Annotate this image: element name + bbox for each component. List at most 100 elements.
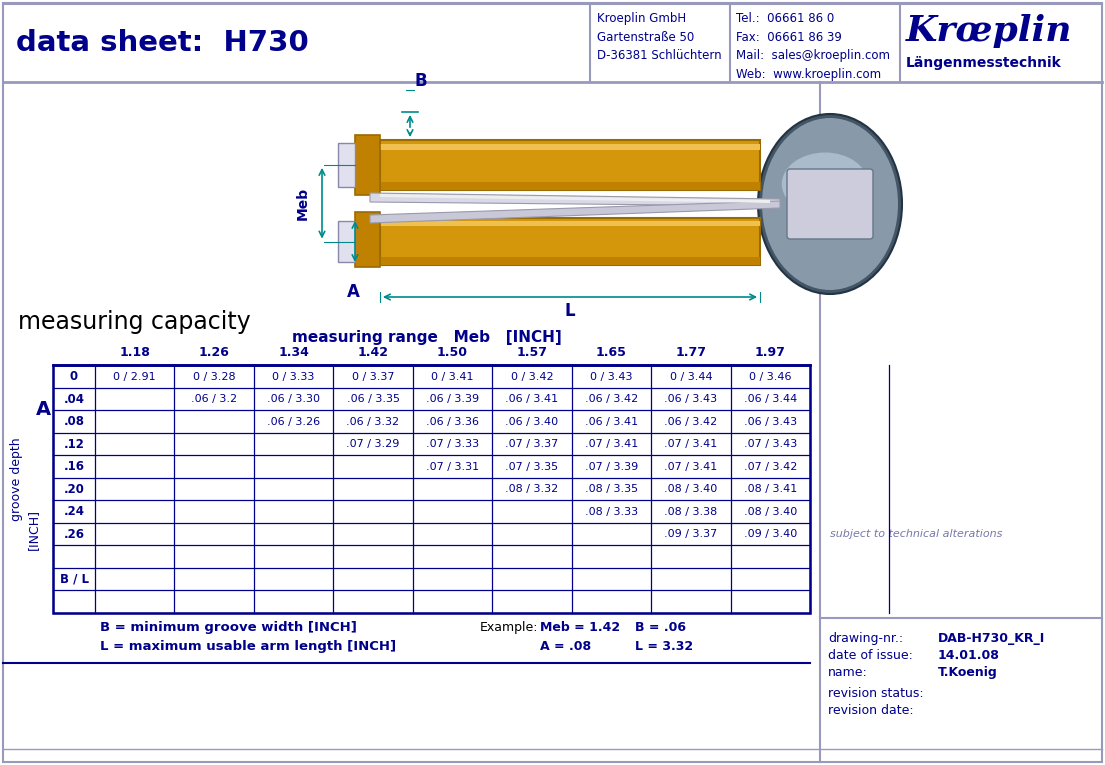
Text: .06 / 3.43: .06 / 3.43	[664, 394, 717, 404]
Text: L = 3.32: L = 3.32	[635, 640, 693, 653]
Text: .06 / 3.41: .06 / 3.41	[585, 416, 638, 427]
Text: .08 / 3.35: .08 / 3.35	[585, 484, 638, 494]
Text: .07 / 3.43: .07 / 3.43	[744, 439, 797, 449]
Text: [INCH]: [INCH]	[27, 509, 40, 549]
Text: .06 / 3.43: .06 / 3.43	[744, 416, 797, 427]
Text: .26: .26	[63, 528, 84, 541]
Text: T.Koenig: T.Koenig	[938, 666, 998, 679]
Text: .06 / 3.30: .06 / 3.30	[267, 394, 320, 404]
Text: name:: name:	[828, 666, 867, 679]
Text: .20: .20	[64, 483, 84, 496]
Polygon shape	[370, 193, 780, 206]
Text: 14.01.08: 14.01.08	[938, 649, 1000, 662]
Text: 1.57: 1.57	[516, 346, 547, 359]
Text: Längenmesstechnik: Längenmesstechnik	[906, 56, 1062, 70]
Ellipse shape	[782, 152, 869, 216]
Text: 0 / 3.46: 0 / 3.46	[749, 372, 791, 382]
Text: .08 / 3.32: .08 / 3.32	[505, 484, 558, 494]
Text: subject to technical alterations: subject to technical alterations	[830, 529, 1002, 539]
Text: .07 / 3.42: .07 / 3.42	[744, 461, 797, 471]
Text: .08 / 3.41: .08 / 3.41	[744, 484, 797, 494]
Text: 1.42: 1.42	[358, 346, 389, 359]
Text: drawing-nr.:: drawing-nr.:	[828, 632, 903, 645]
Text: Krœplin: Krœplin	[906, 14, 1073, 48]
Text: measuring capacity: measuring capacity	[18, 310, 251, 334]
Text: 0 / 2.91: 0 / 2.91	[114, 372, 156, 382]
Bar	[380, 221, 760, 226]
Text: 0 / 3.33: 0 / 3.33	[273, 372, 315, 382]
Text: .06 / 3.42: .06 / 3.42	[664, 416, 717, 427]
Text: 0 / 3.43: 0 / 3.43	[590, 372, 633, 382]
Text: B = minimum groove width [INCH]: B = minimum groove width [INCH]	[99, 620, 357, 633]
Text: .06 / 3.42: .06 / 3.42	[585, 394, 638, 404]
Bar	[380, 257, 760, 265]
Text: 1.65: 1.65	[596, 346, 627, 359]
Text: B = .06: B = .06	[635, 620, 686, 633]
Text: L = maximum usable arm length [INCH]: L = maximum usable arm length [INCH]	[99, 640, 396, 653]
Text: 0 / 3.28: 0 / 3.28	[193, 372, 235, 382]
Text: .07 / 3.31: .07 / 3.31	[425, 461, 480, 471]
Text: .07 / 3.41: .07 / 3.41	[585, 439, 638, 449]
Text: .07 / 3.29: .07 / 3.29	[346, 439, 400, 449]
Text: .16: .16	[63, 460, 84, 473]
Bar	[355, 212, 380, 267]
Polygon shape	[370, 201, 780, 223]
Text: .24: .24	[63, 505, 84, 518]
Text: .07 / 3.33: .07 / 3.33	[425, 439, 480, 449]
Text: .06 / 3.40: .06 / 3.40	[505, 416, 558, 427]
Text: .07 / 3.41: .07 / 3.41	[664, 439, 717, 449]
Text: .08 / 3.40: .08 / 3.40	[664, 484, 717, 494]
Bar	[380, 218, 760, 265]
Bar	[380, 140, 760, 190]
Text: 0 / 3.41: 0 / 3.41	[431, 372, 474, 382]
Text: B / L: B / L	[60, 572, 88, 585]
Bar	[338, 221, 355, 262]
Text: A: A	[347, 283, 359, 301]
Ellipse shape	[762, 118, 898, 290]
Text: 0 / 3.37: 0 / 3.37	[351, 372, 394, 382]
Text: .09 / 3.37: .09 / 3.37	[664, 529, 717, 539]
Bar	[380, 182, 760, 190]
Text: .07 / 3.41: .07 / 3.41	[664, 461, 717, 471]
Text: date of issue:: date of issue:	[828, 649, 913, 662]
Text: .07 / 3.35: .07 / 3.35	[505, 461, 558, 471]
Text: .06 / 3.35: .06 / 3.35	[347, 394, 400, 404]
Bar	[380, 144, 760, 150]
Text: L: L	[565, 302, 576, 320]
Text: 1.97: 1.97	[755, 346, 786, 359]
Text: 0: 0	[70, 370, 78, 383]
Text: Meb = 1.42: Meb = 1.42	[540, 620, 620, 633]
Text: 0 / 3.42: 0 / 3.42	[511, 372, 554, 382]
Text: DAB-H730_KR_I: DAB-H730_KR_I	[938, 632, 1045, 645]
Text: .12: .12	[64, 438, 84, 451]
Text: 1.50: 1.50	[436, 346, 469, 359]
Text: 0 / 3.44: 0 / 3.44	[670, 372, 712, 382]
Text: data sheet:  H730: data sheet: H730	[15, 29, 308, 57]
Text: groove depth: groove depth	[11, 437, 23, 521]
Text: .08: .08	[63, 415, 84, 428]
Text: 1.26: 1.26	[199, 346, 230, 359]
FancyBboxPatch shape	[787, 169, 873, 239]
Text: 1.34: 1.34	[278, 346, 309, 359]
Text: measuring range   Meb   [INCH]: measuring range Meb [INCH]	[292, 330, 561, 345]
Text: .08 / 3.40: .08 / 3.40	[744, 506, 797, 516]
Text: .08 / 3.38: .08 / 3.38	[664, 506, 717, 516]
Text: .06 / 3.41: .06 / 3.41	[505, 394, 558, 404]
Text: .06 / 3.44: .06 / 3.44	[744, 394, 797, 404]
Text: revision status:: revision status:	[828, 687, 924, 700]
Text: 1.18: 1.18	[119, 346, 150, 359]
Text: .08 / 3.33: .08 / 3.33	[585, 506, 638, 516]
Bar	[53, 365, 810, 613]
Text: .06 / 3.32: .06 / 3.32	[347, 416, 400, 427]
Text: .07 / 3.39: .07 / 3.39	[585, 461, 638, 471]
Ellipse shape	[758, 114, 902, 294]
Text: .04: .04	[63, 392, 84, 405]
Text: B: B	[414, 72, 427, 90]
Text: .06 / 3.36: .06 / 3.36	[427, 416, 478, 427]
Bar	[338, 143, 355, 187]
Text: revision date:: revision date:	[828, 704, 914, 717]
Text: .06 / 3.26: .06 / 3.26	[267, 416, 320, 427]
Bar	[355, 135, 380, 195]
Text: Meb: Meb	[296, 187, 311, 220]
Text: .06 / 3.2: .06 / 3.2	[191, 394, 238, 404]
